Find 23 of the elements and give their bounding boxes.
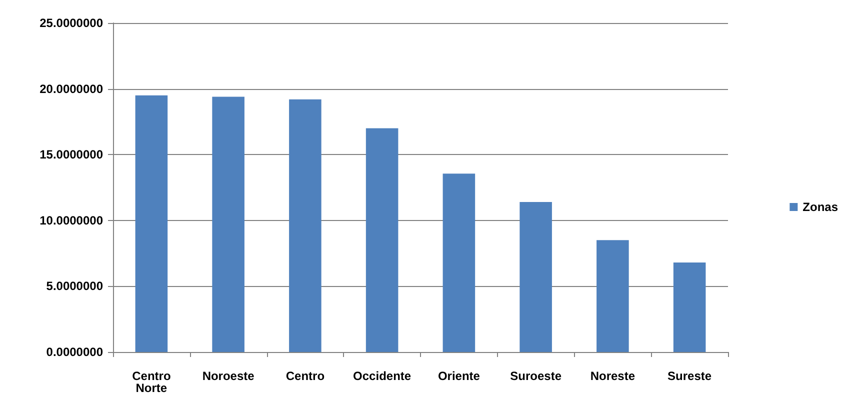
y-tick-label: 15.0000000 <box>40 148 104 162</box>
x-tick-label: Occidente <box>353 369 412 383</box>
bar <box>673 262 706 352</box>
y-tick-label: 0.0000000 <box>46 345 104 359</box>
x-tick-label: Suroeste <box>510 369 562 383</box>
bar <box>442 174 476 352</box>
legend-label: Zonas <box>802 200 838 214</box>
y-tick-label: 10.0000000 <box>40 213 104 228</box>
x-tick-label: Noroeste <box>202 369 255 383</box>
x-tick-label: Sureste <box>668 369 712 383</box>
bar <box>520 202 552 352</box>
bar <box>212 96 244 352</box>
y-tick-label: 20.0000000 <box>40 82 104 96</box>
y-tick-label: 25.0000000 <box>40 16 104 30</box>
bar <box>135 95 168 352</box>
x-tick-label: Centro Norte <box>132 369 171 395</box>
y-tick-label: 5.0000000 <box>46 279 104 294</box>
bar <box>289 99 322 352</box>
bar <box>596 240 629 352</box>
x-tick-label: Centro <box>286 369 325 383</box>
x-tick-label: Oriente <box>438 369 480 383</box>
x-tick-label: Noreste <box>590 369 636 383</box>
bar <box>366 128 398 352</box>
